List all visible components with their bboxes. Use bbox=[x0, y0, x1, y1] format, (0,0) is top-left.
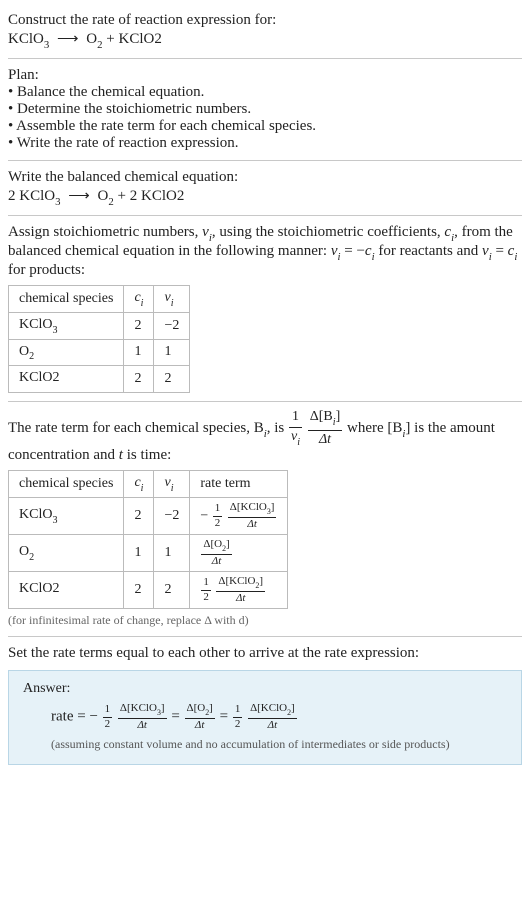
c-cell: 2 bbox=[124, 366, 154, 393]
reaction-arrow-icon: ⟶ bbox=[53, 31, 83, 47]
fraction-1-over-nu: 1 νi bbox=[289, 410, 302, 447]
balanced-section: Write the balanced chemical equation: 2 … bbox=[8, 161, 522, 215]
rate-term-cell: − 12 Δ[KClO3]Δt bbox=[190, 498, 288, 535]
product-1: O2 bbox=[86, 31, 102, 47]
col-c: ci bbox=[124, 471, 154, 498]
answer-box: Answer: rate = − 12 Δ[KClO3]Δt = Δ[O2]Δt… bbox=[8, 670, 522, 765]
rate-term-cell: Δ[O2]Δt bbox=[190, 535, 288, 572]
answer-label: Answer: bbox=[23, 681, 507, 697]
rate-term-cell: 12 Δ[KClO2]Δt bbox=[190, 572, 288, 609]
species-cell: KClO3 bbox=[9, 498, 124, 535]
col-species: chemical species bbox=[9, 471, 124, 498]
balanced-product-1: O2 bbox=[98, 188, 114, 204]
nu-cell: 1 bbox=[154, 339, 190, 366]
species-cell: O2 bbox=[9, 535, 124, 572]
plus-sign: + bbox=[103, 31, 119, 47]
balanced-product-2: 2 KClO2 bbox=[130, 188, 185, 204]
table-row: KClO2 2 2 12 Δ[KClO2]Δt bbox=[9, 572, 288, 609]
balanced-heading: Write the balanced chemical equation: bbox=[8, 169, 522, 186]
rate-term-table: chemical species ci νi rate term KClO3 2… bbox=[8, 470, 288, 609]
rate-expression: rate = − 12 Δ[KClO3]Δt = Δ[O2]Δt = 12 Δ[… bbox=[23, 703, 507, 731]
fraction-dB-dt: Δ[Bi] Δt bbox=[308, 410, 343, 447]
assign-text: Assign stoichiometric numbers, νi, using… bbox=[8, 224, 522, 279]
species-cell: KClO3 bbox=[9, 312, 124, 339]
c-cell: 2 bbox=[124, 572, 154, 609]
c-cell: 2 bbox=[124, 498, 154, 535]
plan-bullet-3: • Assemble the rate term for each chemic… bbox=[8, 118, 522, 135]
plan-bullet-4: • Write the rate of reaction expression. bbox=[8, 135, 522, 152]
nu-cell: −2 bbox=[154, 312, 190, 339]
nu-cell: 2 bbox=[154, 572, 190, 609]
plan-section: Plan: • Balance the chemical equation. •… bbox=[8, 59, 522, 160]
table-header-row: chemical species ci νi rate term bbox=[9, 471, 288, 498]
rate-term-section: The rate term for each chemical species,… bbox=[8, 402, 522, 636]
balanced-equation: 2 KClO3 ⟶ O2 + 2 KClO2 bbox=[8, 186, 522, 207]
assign-section: Assign stoichiometric numbers, νi, using… bbox=[8, 216, 522, 401]
stoichiometry-table: chemical species ci νi KClO3 2 −2 O2 1 1… bbox=[8, 285, 190, 393]
col-c: ci bbox=[124, 286, 154, 313]
table-caption: (for infinitesimal rate of change, repla… bbox=[8, 613, 522, 628]
prompt-section: Construct the rate of reaction expressio… bbox=[8, 4, 522, 58]
table-header-row: chemical species ci νi bbox=[9, 286, 190, 313]
answer-note: (assuming constant volume and no accumul… bbox=[23, 737, 507, 752]
c-cell: 1 bbox=[124, 535, 154, 572]
nu-cell: −2 bbox=[154, 498, 190, 535]
col-species: chemical species bbox=[9, 286, 124, 313]
species-cell: O2 bbox=[9, 339, 124, 366]
plan-bullet-1: • Balance the chemical equation. bbox=[8, 84, 522, 101]
reactant: KClO3 bbox=[8, 31, 49, 47]
col-rate-term: rate term bbox=[190, 471, 288, 498]
reaction-arrow-icon: ⟶ bbox=[64, 188, 94, 204]
plan-heading: Plan: bbox=[8, 67, 522, 84]
species-cell: KClO2 bbox=[9, 572, 124, 609]
nu-cell: 1 bbox=[154, 535, 190, 572]
col-nu: νi bbox=[154, 286, 190, 313]
prompt-line-1: Construct the rate of reaction expressio… bbox=[8, 12, 522, 29]
col-nu: νi bbox=[154, 471, 190, 498]
balanced-reactant: 2 KClO3 bbox=[8, 188, 61, 204]
unbalanced-equation: KClO3 ⟶ O2 + KClO2 bbox=[8, 29, 522, 50]
table-row: KClO3 2 −2 − 12 Δ[KClO3]Δt bbox=[9, 498, 288, 535]
c-cell: 1 bbox=[124, 339, 154, 366]
final-heading: Set the rate terms equal to each other t… bbox=[8, 645, 522, 662]
table-row: KClO3 2 −2 bbox=[9, 312, 190, 339]
table-row: O2 1 1 Δ[O2]Δt bbox=[9, 535, 288, 572]
table-row: KClO2 2 2 bbox=[9, 366, 190, 393]
nu-cell: 2 bbox=[154, 366, 190, 393]
c-cell: 2 bbox=[124, 312, 154, 339]
rate-term-text: The rate term for each chemical species,… bbox=[8, 410, 522, 464]
product-2: KClO2 bbox=[118, 31, 161, 47]
final-section: Set the rate terms equal to each other t… bbox=[8, 637, 522, 773]
species-cell: KClO2 bbox=[9, 366, 124, 393]
plan-bullet-2: • Determine the stoichiometric numbers. bbox=[8, 101, 522, 118]
table-row: O2 1 1 bbox=[9, 339, 190, 366]
plus-sign: + bbox=[114, 188, 130, 204]
